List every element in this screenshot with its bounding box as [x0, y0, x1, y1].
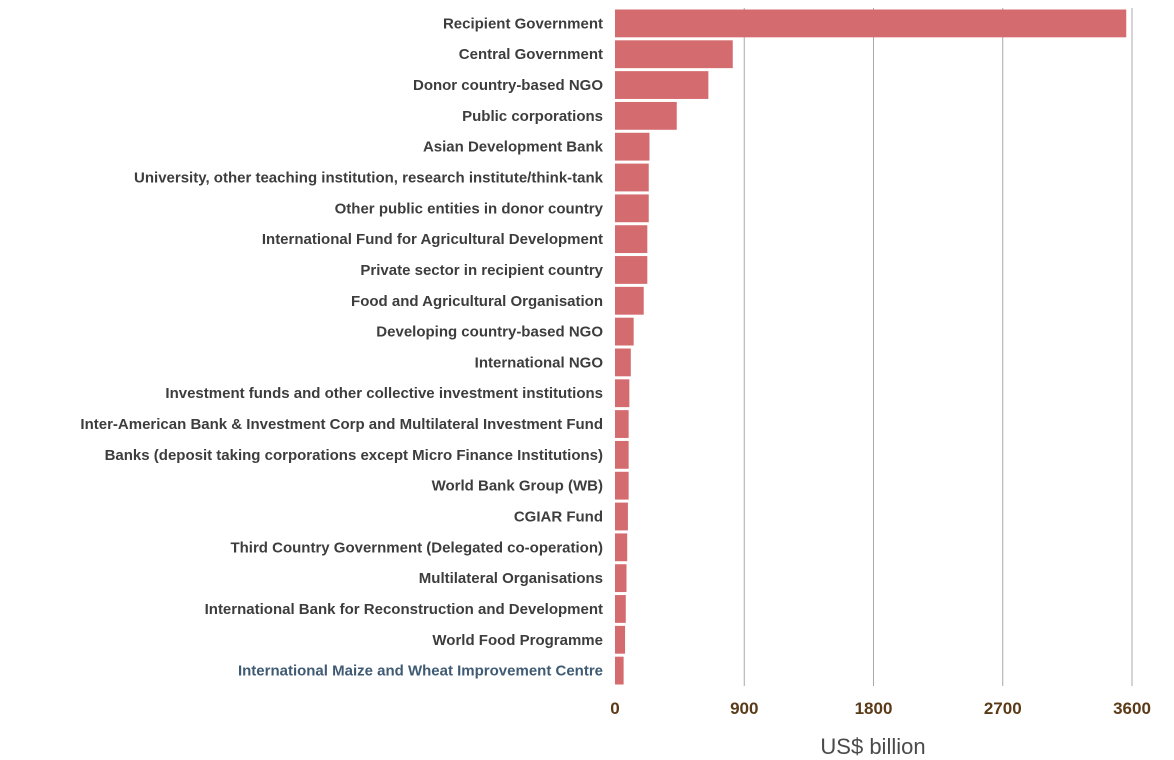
bar [615, 286, 644, 315]
x-tick-label: 1800 [855, 699, 893, 718]
bar [615, 101, 677, 130]
x-tick-label: 2700 [984, 699, 1022, 718]
bar [615, 71, 709, 99]
bar [615, 533, 628, 562]
bar [615, 40, 733, 69]
bar [615, 471, 629, 500]
category-label: Asian Development Bank [423, 139, 604, 156]
category-label: World Food Programme [432, 632, 603, 649]
category-label: Donor country-based NGO [413, 77, 603, 94]
category-label: International NGO [475, 354, 604, 371]
bar [615, 410, 629, 438]
category-label: Multilateral Organisations [419, 570, 603, 587]
bar [615, 440, 629, 469]
bar [615, 317, 634, 346]
bars [615, 9, 1127, 685]
x-axis-title: US$ billion [820, 734, 925, 759]
bar [615, 595, 626, 623]
x-tick-labels: 0 900 1800 2700 3600 [610, 699, 1151, 718]
bar [615, 132, 650, 161]
bar [615, 502, 628, 531]
category-label: CGIAR Fund [514, 509, 603, 526]
category-label: Private sector in recipient country [360, 262, 603, 279]
category-label: Recipient Government [443, 15, 603, 32]
category-label: Other public entities in donor country [335, 200, 604, 217]
x-tick-label: 900 [730, 699, 758, 718]
category-label: Third Country Government (Delegated co-o… [230, 539, 603, 556]
bar [615, 656, 624, 685]
bar [615, 225, 648, 254]
grid-lines [743, 8, 1133, 686]
bar [615, 194, 649, 223]
category-label: Central Government [459, 46, 603, 63]
bar [615, 9, 1127, 38]
category-label: Inter-American Bank & Investment Corp an… [80, 416, 603, 433]
bar [615, 348, 631, 377]
x-tick-label: 3600 [1113, 699, 1151, 718]
x-tick-label: 0 [610, 699, 619, 718]
category-label: World Bank Group (WB) [432, 478, 603, 495]
category-label: International Maize and Wheat Improvemen… [238, 663, 603, 680]
bar [615, 625, 626, 654]
category-labels: Recipient Government Central Government Do… [80, 15, 603, 679]
category-label: Investment funds and other collective in… [165, 385, 603, 402]
category-label: International Fund for Agricultural Deve… [262, 231, 603, 248]
category-label: Food and Agricultural Organisation [351, 293, 603, 310]
bar [615, 564, 627, 593]
category-label: Banks (deposit taking corporations excep… [105, 447, 603, 464]
bar [615, 163, 649, 192]
bar [615, 379, 630, 408]
category-label: International Bank for Reconstruction an… [205, 601, 603, 618]
bar [615, 256, 648, 284]
category-label: Developing country-based NGO [376, 324, 603, 341]
category-label: Public corporations [462, 108, 603, 125]
category-label: University, other teaching institution, … [134, 170, 604, 187]
